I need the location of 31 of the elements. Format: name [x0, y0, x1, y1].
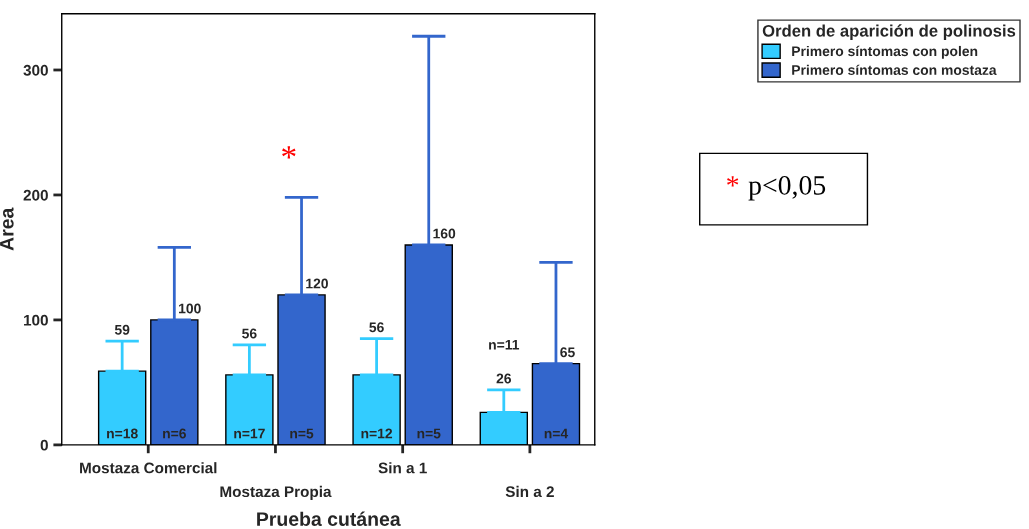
- y-tick-label: 0: [40, 439, 48, 451]
- annotation: n=4: [544, 428, 569, 439]
- text: * p<0,05: [727, 176, 826, 201]
- annotation: n=12: [361, 428, 393, 439]
- data-label: 65: [560, 347, 575, 358]
- data-label: 100: [179, 303, 201, 314]
- annotation: n=5: [290, 428, 314, 439]
- legend-label: Primero síntomas con mostaza: [792, 64, 997, 75]
- data-label: 160: [433, 228, 456, 239]
- data-label: 56: [369, 322, 384, 333]
- x-tick-label: Mostaza Propia: [220, 485, 332, 501]
- y-tick-label: 100: [24, 314, 48, 326]
- x-tick-label: Sin a 1: [378, 462, 427, 474]
- legend-label: Primero síntomas con polen: [792, 45, 978, 59]
- annotation: n=17: [234, 428, 265, 439]
- legend-title: Orden de aparición de polinosis: [762, 24, 1016, 41]
- x-axis-title: Prueba cutánea: [257, 511, 401, 526]
- y-tick-label: 200: [23, 189, 48, 201]
- annotation: n=18: [107, 428, 138, 439]
- y-tick-label: 300: [23, 64, 48, 76]
- x-tick-label: Mostaza Comercial: [80, 462, 217, 474]
- annotation: n=5: [417, 428, 441, 439]
- y-axis-title: Area: [0, 207, 14, 251]
- annotation: *: [282, 146, 296, 159]
- annotation: n=6: [163, 428, 186, 439]
- annotation: n=11: [489, 339, 520, 350]
- x-tick-label: Sin a 2: [505, 485, 554, 498]
- data-label: 59: [114, 324, 130, 335]
- data-label: 26: [496, 373, 512, 384]
- data-label: 120: [306, 278, 328, 289]
- data-label: 56: [242, 328, 257, 339]
